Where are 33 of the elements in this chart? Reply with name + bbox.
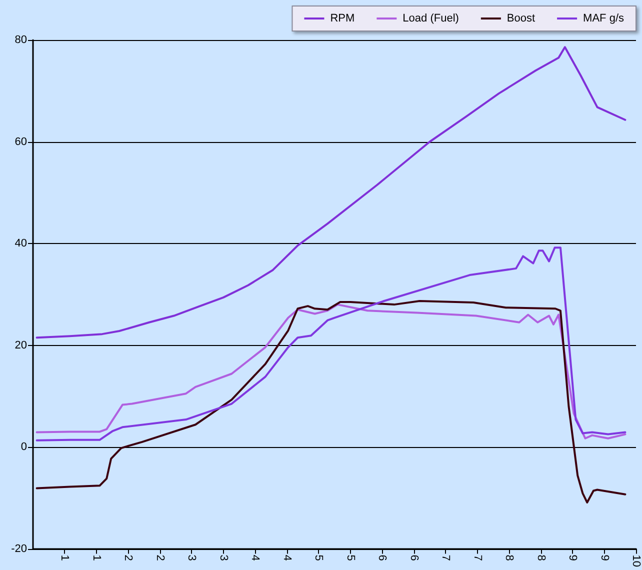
y-tick-label: 40 [14, 238, 27, 250]
legend-label: Load (Fuel) [402, 12, 459, 24]
x-tick-label: 1 [58, 554, 71, 561]
x-tick-label: 2 [154, 554, 166, 561]
x-tick-label: 3 [186, 554, 198, 561]
x-tick-label: 6 [376, 554, 388, 561]
x-tick-label: 4 [280, 554, 293, 561]
y-tick-label: 80 [14, 34, 27, 46]
x-tick-label: 2 [122, 554, 134, 561]
x-tick-label: 9 [566, 554, 579, 561]
legend-label: MAF g/s [583, 12, 624, 24]
x-tick-label: 10 [630, 554, 642, 568]
line-series [36, 246, 626, 442]
y-tick-label: 60 [14, 136, 27, 148]
line-series [36, 304, 626, 440]
x-tick-label: 4 [249, 554, 262, 561]
x-tick-label: 8 [534, 554, 547, 561]
line-series [36, 300, 626, 504]
x-tick-label: 3 [217, 554, 230, 561]
y-tick-label: -20 [11, 542, 27, 555]
x-tick-label: 5 [312, 554, 325, 561]
x-tick-label: 5 [344, 554, 356, 561]
x-tick-label: 9 [598, 554, 610, 561]
x-tick-label: 7 [471, 554, 484, 561]
legend-label: Boost [506, 12, 536, 24]
x-tick-label: 1 [90, 554, 102, 561]
x-tick-label: 7 [440, 554, 452, 561]
y-tick-label: 20 [14, 339, 27, 352]
legend-label: RPM [330, 12, 355, 24]
x-tick-label: 8 [503, 554, 516, 561]
x-tick-label: 6 [408, 554, 420, 561]
y-tick-label: 0 [20, 441, 27, 454]
line-series [36, 46, 626, 339]
